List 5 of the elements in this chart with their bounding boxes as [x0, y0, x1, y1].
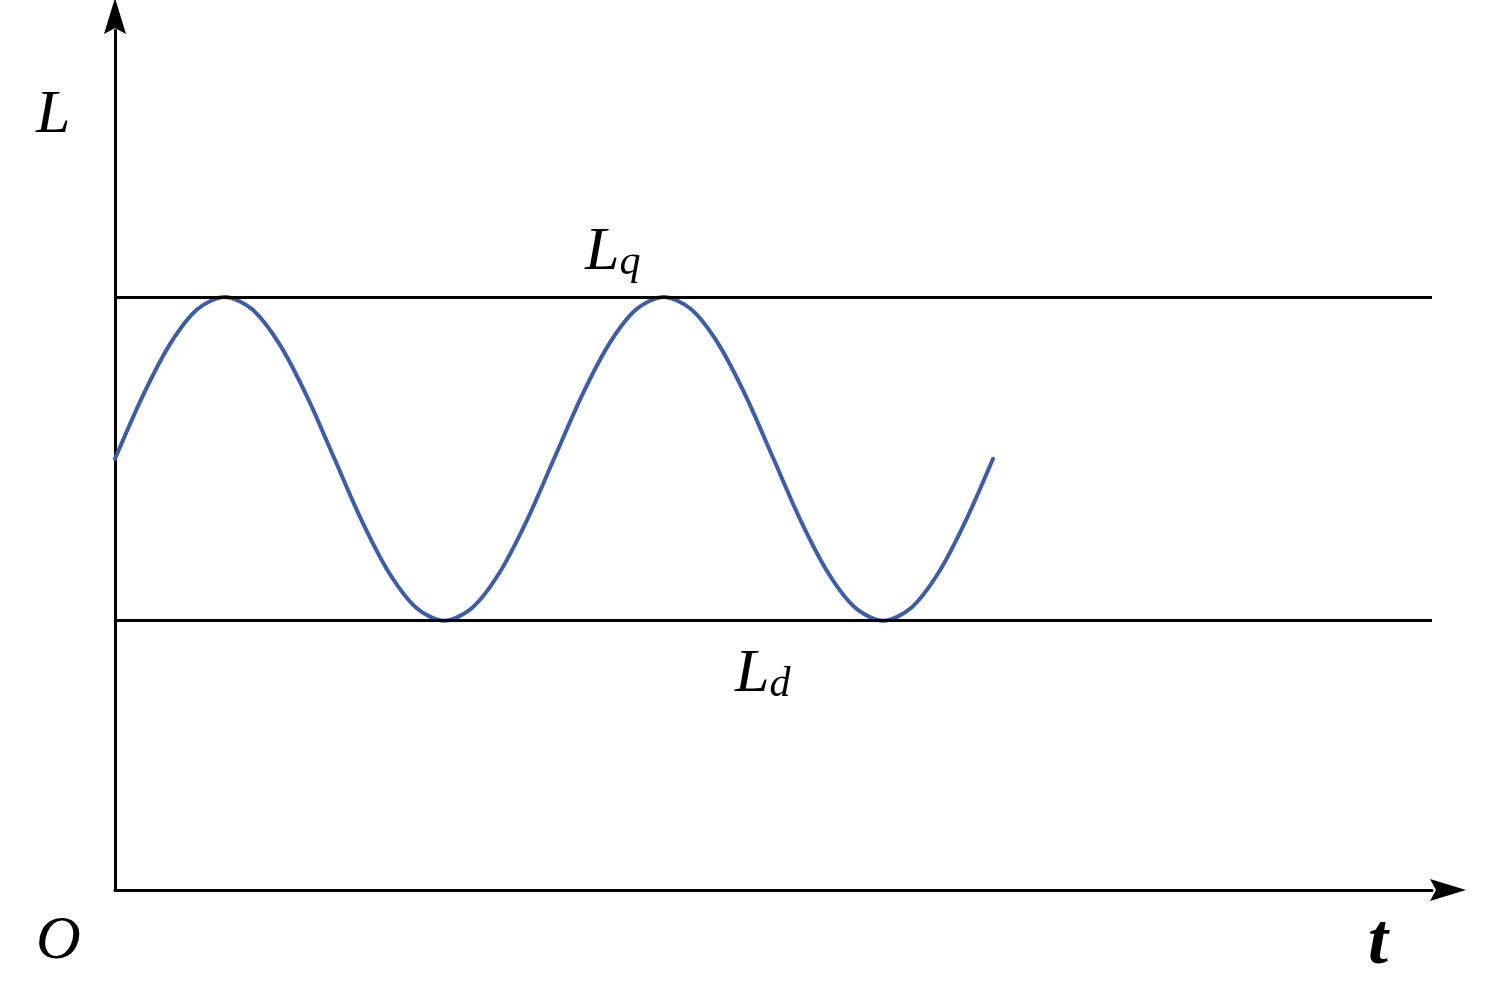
- x-axis-title: t: [1368, 899, 1390, 979]
- y-axis-title: L: [35, 77, 71, 145]
- text: O: [36, 903, 81, 971]
- ref-line-label: Ld: [734, 635, 792, 705]
- ref-line-label: Lq: [584, 213, 641, 283]
